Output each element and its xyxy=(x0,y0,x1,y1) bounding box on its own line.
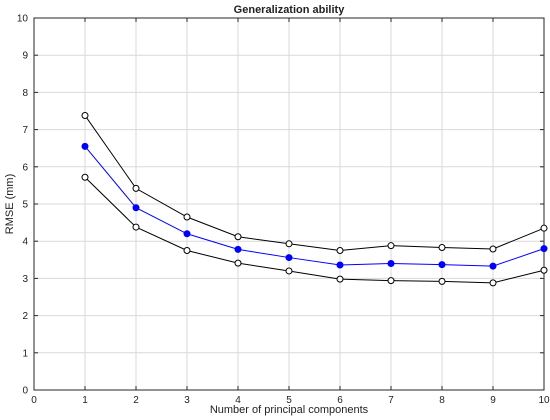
x-tick-label: 3 xyxy=(184,395,190,406)
data-point xyxy=(489,245,497,253)
y-tick-label: 8 xyxy=(22,88,28,99)
y-tick-label: 3 xyxy=(22,274,28,285)
data-point xyxy=(336,247,344,254)
data-point xyxy=(387,260,395,268)
x-axis: 0 1 2 3 4 5 6 7 8 9 10 xyxy=(31,18,550,406)
data-point xyxy=(540,266,548,274)
data-point xyxy=(234,259,242,267)
x-tick-label: 10 xyxy=(538,395,550,406)
y-tick-label: 0 xyxy=(22,386,28,397)
series-line xyxy=(84,146,545,267)
y-tick-label: 10 xyxy=(17,14,29,25)
data-point xyxy=(81,142,89,150)
data-point xyxy=(81,173,89,181)
x-tick-label: 5 xyxy=(286,395,292,406)
series-upper-bound xyxy=(81,111,548,254)
data-point xyxy=(387,242,395,250)
grid xyxy=(34,18,544,390)
y-tick-label: 1 xyxy=(22,348,28,359)
data-point xyxy=(489,262,497,270)
y-axis: 0 1 2 3 4 5 6 7 8 9 10 xyxy=(17,14,544,397)
series-lower-bound xyxy=(81,173,548,287)
y-tick-label: 4 xyxy=(22,237,28,248)
x-tick-label: 4 xyxy=(235,395,241,406)
data-point xyxy=(540,245,548,253)
data-point xyxy=(183,247,191,254)
x-tick-label: 6 xyxy=(337,395,343,406)
series-line xyxy=(84,176,545,284)
data-point xyxy=(387,277,395,285)
y-tick-label: 2 xyxy=(22,311,28,322)
data-point xyxy=(81,111,89,119)
x-tick-label: 9 xyxy=(490,395,496,406)
data-point xyxy=(540,224,548,232)
x-tick-label: 8 xyxy=(439,395,445,406)
y-tick-label: 6 xyxy=(22,162,28,173)
x-tick-label: 7 xyxy=(388,395,394,406)
y-tick-label: 7 xyxy=(22,125,28,136)
data-point xyxy=(132,204,140,212)
y-tick-label: 5 xyxy=(22,200,28,211)
x-tick-label: 0 xyxy=(31,395,37,406)
series-layer xyxy=(81,111,548,287)
data-point xyxy=(234,233,242,241)
data-point xyxy=(438,261,446,269)
data-point xyxy=(336,261,344,269)
data-point xyxy=(183,230,191,238)
data-point xyxy=(285,254,293,262)
data-point xyxy=(285,267,293,275)
data-point xyxy=(438,277,446,285)
data-point xyxy=(183,213,191,221)
x-tick-label: 2 xyxy=(133,395,139,406)
data-point xyxy=(234,245,242,253)
data-point xyxy=(489,279,497,287)
data-point xyxy=(336,275,344,283)
x-axis-label: Number of principal components xyxy=(210,404,369,416)
series-line xyxy=(84,115,545,252)
y-tick-label: 9 xyxy=(22,51,28,62)
data-point xyxy=(438,244,446,252)
chart-title: Generalization ability xyxy=(234,4,346,16)
series-mean xyxy=(81,142,548,270)
data-point xyxy=(132,184,140,192)
data-point xyxy=(285,240,293,248)
x-tick-label: 1 xyxy=(82,395,88,406)
data-point xyxy=(132,223,140,231)
y-axis-label: RMSE (mm) xyxy=(4,174,16,235)
